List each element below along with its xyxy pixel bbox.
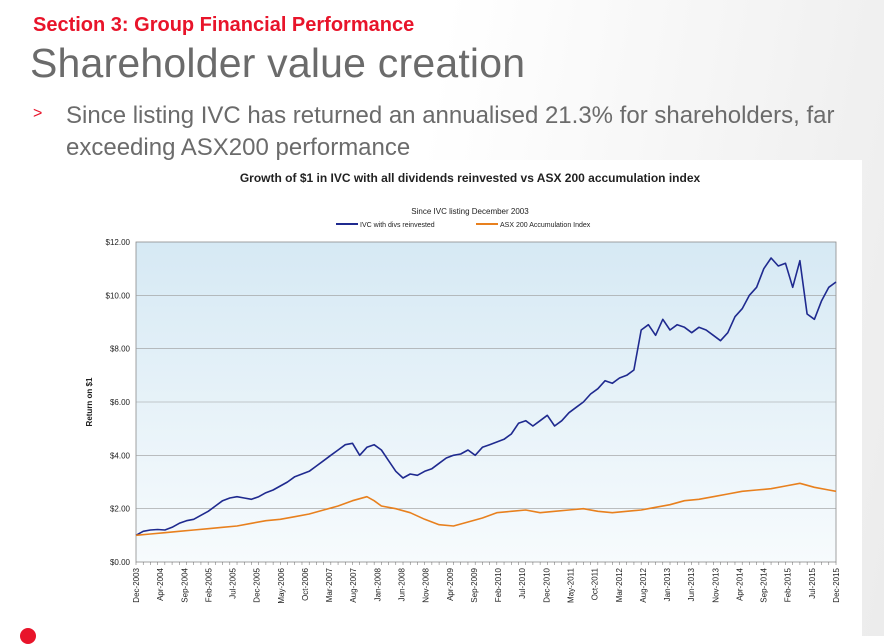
- x-tick-label: Aug-2012: [639, 567, 648, 602]
- x-tick-label: Apr-2004: [156, 567, 165, 600]
- x-tick-label: Jan-2008: [373, 567, 382, 601]
- y-tick-label: $10.00: [106, 291, 131, 300]
- y-tick-label: $2.00: [110, 505, 131, 514]
- chart-subtitle: Since IVC listing December 2003: [411, 207, 529, 216]
- x-tick-label: Oct-2006: [301, 567, 310, 600]
- x-tick-label: Oct-2011: [591, 567, 600, 600]
- series-lines: [135, 257, 837, 537]
- x-tick-label: Feb-2015: [784, 567, 793, 602]
- y-tick-label: $4.00: [110, 451, 131, 460]
- bullet-text: Since listing IVC has returned an annual…: [66, 102, 835, 161]
- x-tick-label: Sep-2014: [760, 567, 769, 602]
- x-tick-label: Jul-2015: [808, 567, 817, 598]
- bullet-arrow-icon: >: [33, 105, 43, 122]
- y-tick-label: $12.00: [106, 238, 131, 247]
- x-tick-label: Jul-2010: [518, 567, 527, 598]
- y-tick-label: $0.00: [110, 558, 131, 567]
- chart-title: Growth of $1 in IVC with all dividends r…: [240, 171, 701, 185]
- x-tick-label: Feb-2010: [494, 567, 503, 602]
- series-line-asx: [135, 482, 837, 537]
- x-tick-label: Dec-2005: [253, 567, 262, 602]
- gridlines: [136, 295, 836, 509]
- x-tick-label: Feb-2005: [204, 567, 213, 602]
- x-tick-label: Nov-2008: [422, 567, 431, 602]
- x-tick-label: Aug-2007: [349, 567, 358, 602]
- brand-dot: [20, 628, 36, 644]
- y-tick-label: $6.00: [110, 398, 131, 407]
- x-tick-label: May-2006: [277, 567, 286, 603]
- x-tick-label: Sep-2004: [180, 567, 189, 602]
- section-heading: Section 3: Group Financial Performance: [33, 14, 415, 36]
- x-tick-label: Sep-2009: [470, 567, 479, 602]
- x-axis-ticks: Dec-2003 Apr-2004 Sep-2004 Feb-2005 Jul-2005…: [132, 562, 841, 604]
- y-axis-label: Return on $1: [85, 377, 94, 426]
- x-tick-label: Dec-2010: [542, 567, 551, 602]
- x-tick-label: Jan-2013: [663, 567, 672, 601]
- y-axis-ticks: $0.00 $2.00 $4.00 $6.00 $8.00 $10.00 $12.00: [106, 238, 131, 567]
- x-tick-label: Dec-2003: [132, 567, 141, 602]
- line-chart: Growth of $1 in IVC with all dividends r…: [85, 171, 841, 604]
- chart-legend: IVC with divs reinvested ASX 200 Accumul…: [336, 222, 591, 229]
- legend-label-ivc: IVC with divs reinvested: [360, 222, 435, 229]
- series-line-ivc: [135, 257, 837, 536]
- legend-label-asx: ASX 200 Accumulation Index: [500, 222, 591, 229]
- x-tick-label: Nov-2013: [711, 567, 720, 602]
- x-tick-label: Jun-2013: [687, 567, 696, 601]
- x-tick-label: May-2011: [566, 567, 575, 603]
- x-tick-label: Mar-2007: [325, 567, 334, 602]
- x-tick-label: Jul-2005: [229, 567, 238, 598]
- y-tick-label: $8.00: [110, 345, 131, 354]
- x-tick-label: Mar-2012: [615, 567, 624, 602]
- x-tick-label: Apr-2014: [735, 567, 744, 600]
- page-title: Shareholder value creation: [30, 40, 526, 86]
- chart-panel: Growth of $1 in IVC with all dividends r…: [66, 160, 862, 636]
- x-tick-label: Dec-2015: [832, 567, 841, 602]
- x-tick-label: Jun-2008: [398, 567, 407, 601]
- x-tick-label: Apr-2009: [446, 567, 455, 600]
